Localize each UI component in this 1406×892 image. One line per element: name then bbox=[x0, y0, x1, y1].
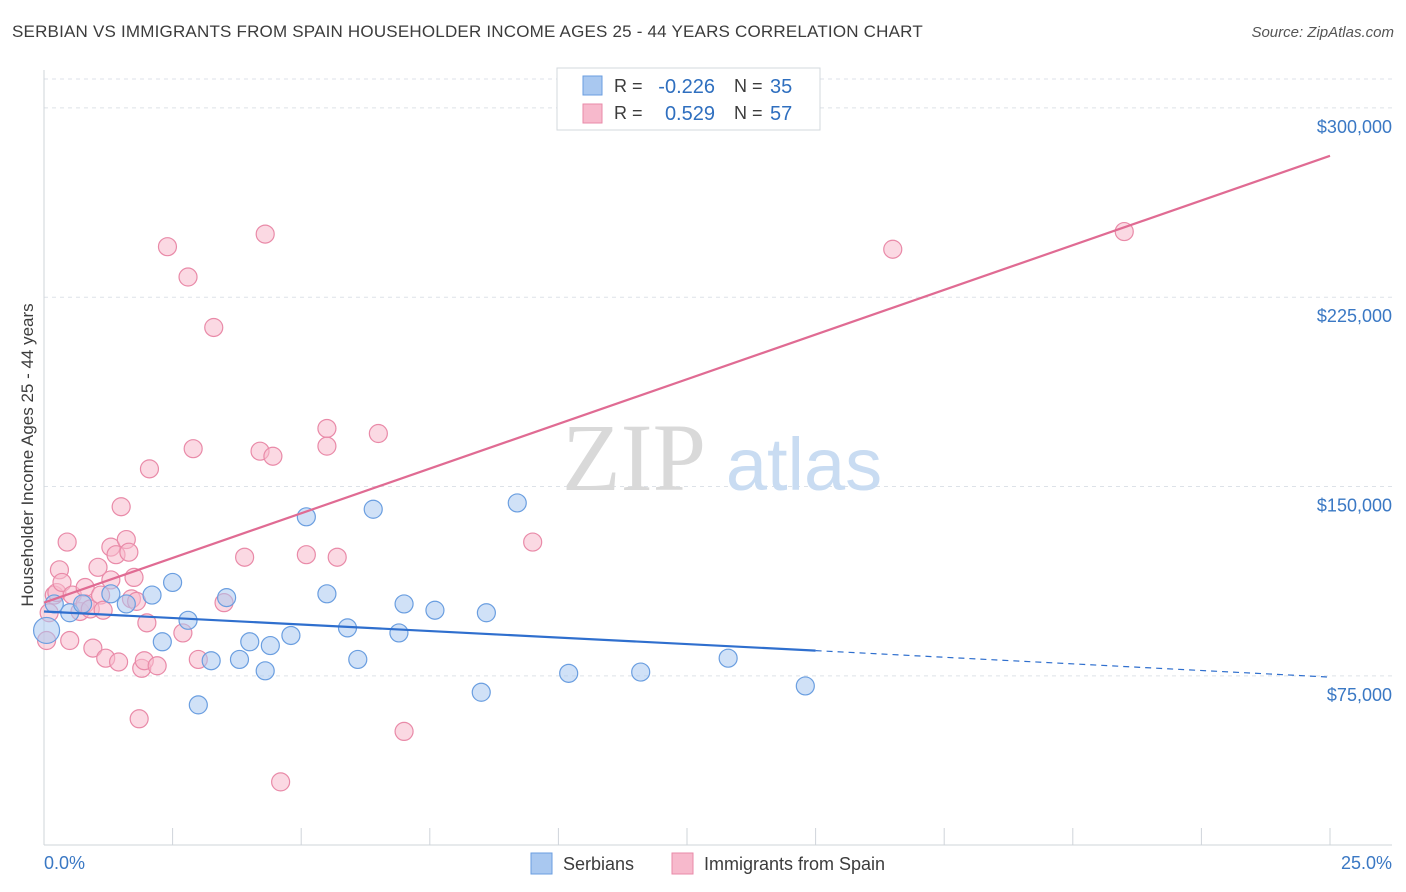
correlation-legend: R = -0.226 N = 35 R = 0.529 N = 57 bbox=[556, 67, 821, 131]
serbians-point bbox=[795, 676, 815, 696]
serbians-point bbox=[631, 662, 651, 682]
y-tick-labels: $75,000 $150,000 $225,000 $300,000 bbox=[1317, 117, 1392, 705]
y-tick-label: $300,000 bbox=[1317, 117, 1392, 137]
x-tick-label-max: 25.0% bbox=[1341, 853, 1392, 873]
immigrants-from-spain-point bbox=[883, 239, 903, 259]
serbians-point bbox=[389, 623, 409, 643]
immigrants-from-spain-point bbox=[157, 237, 178, 257]
serbians-point bbox=[476, 603, 496, 623]
serbians-point bbox=[217, 588, 237, 608]
immigrants-from-spain-point bbox=[119, 542, 139, 562]
serbians-point bbox=[394, 594, 414, 614]
immigrants-from-spain-point bbox=[523, 532, 543, 552]
serbians-point bbox=[317, 584, 337, 604]
immigrants-from-spain-point bbox=[57, 532, 77, 552]
immigrants-from-spain-point bbox=[296, 545, 316, 565]
immigrants-from-spain-point bbox=[137, 613, 157, 633]
serbians-point bbox=[152, 632, 172, 652]
legend-n-label-immigrants-from-spain: N = bbox=[734, 103, 763, 123]
serbians-point bbox=[718, 648, 738, 668]
immigrants-from-spain-point bbox=[271, 772, 291, 792]
serbians-point bbox=[101, 584, 121, 604]
serbians-point bbox=[229, 649, 250, 670]
immigrants-from-spain-point bbox=[368, 423, 388, 444]
legend-swatch-serbians bbox=[582, 75, 603, 96]
x-tick-marks bbox=[43, 828, 1331, 845]
trend-lines bbox=[43, 154, 1331, 678]
immigrants-from-spain-point bbox=[178, 267, 198, 287]
legend-swatch-immigrants-from-spain bbox=[582, 103, 603, 124]
serbians-point bbox=[260, 635, 280, 656]
serbians-point bbox=[281, 625, 301, 646]
serbians-point bbox=[425, 600, 445, 620]
serbians-trend-line bbox=[43, 610, 816, 652]
serbians-point bbox=[178, 610, 198, 630]
y-tick-label: $150,000 bbox=[1317, 496, 1392, 516]
serbians-point bbox=[559, 663, 579, 683]
immigrants-from-spain-point bbox=[139, 459, 160, 479]
immigrants-from-spain-point bbox=[327, 547, 347, 567]
chart-source: Source: ZipAtlas.com bbox=[1251, 24, 1394, 41]
immigrants-from-spain-point bbox=[52, 572, 72, 593]
y-tick-label: $225,000 bbox=[1317, 306, 1392, 326]
serbians-point bbox=[188, 695, 208, 715]
serbians-point bbox=[201, 651, 221, 671]
serbians-point bbox=[507, 493, 527, 513]
serbians-point bbox=[363, 499, 383, 519]
immigrants-from-spain-point bbox=[263, 446, 283, 466]
legend-n-value-immigrants-from-spain: 57 bbox=[770, 103, 792, 125]
y-axis-label: Householder Income Ages 25 - 44 years bbox=[18, 303, 37, 606]
serbians-point bbox=[255, 661, 275, 681]
immigrants-from-spain-point bbox=[317, 436, 337, 456]
watermark-atlas: atlas bbox=[726, 423, 882, 506]
immigrants-from-spain-point bbox=[108, 652, 129, 672]
serbians-point bbox=[163, 572, 183, 593]
immigrants-from-spain-point bbox=[394, 721, 414, 742]
immigrants-from-spain-point bbox=[83, 638, 103, 658]
serbians-point bbox=[240, 632, 260, 652]
bottom-legend-swatch-serbians bbox=[530, 852, 553, 875]
legend-r-label-immigrants-from-spain: R = bbox=[614, 103, 643, 123]
immigrants-from-spain-point bbox=[88, 557, 108, 577]
immigrants-from-spain-point bbox=[147, 656, 167, 676]
immigrants-from-spain-point bbox=[129, 709, 149, 729]
y-tick-label: $75,000 bbox=[1327, 685, 1392, 705]
legend-n-label-serbians: N = bbox=[734, 76, 763, 96]
bottom-legend-label-serbians: Serbians bbox=[563, 854, 634, 874]
immigrants-from-spain-point bbox=[317, 418, 337, 439]
serbians-point bbox=[471, 682, 491, 702]
chart-title: SERBIAN VS IMMIGRANTS FROM SPAIN HOUSEHO… bbox=[12, 22, 923, 41]
serbians-point bbox=[142, 585, 162, 605]
immigrants-from-spain-point bbox=[235, 547, 255, 567]
watermark-zip: ZIP bbox=[562, 404, 706, 511]
immigrants-from-spain-point bbox=[111, 497, 131, 517]
immigrants-from-spain-point bbox=[255, 224, 275, 244]
immigrants-from-spain-point bbox=[93, 600, 113, 620]
serbians-point bbox=[72, 594, 93, 614]
series-serbians-points bbox=[32, 493, 815, 715]
serbians-trend-extension bbox=[815, 650, 1331, 678]
series-legend: Serbians Immigrants from Spain bbox=[530, 852, 885, 875]
immigrants-from-spain-trend-line bbox=[43, 154, 1331, 604]
serbians-point bbox=[348, 649, 368, 670]
x-tick-label-min: 0.0% bbox=[44, 853, 85, 873]
immigrants-from-spain-point bbox=[60, 630, 80, 651]
bottom-legend-label-immigrants-from-spain: Immigrants from Spain bbox=[704, 854, 885, 874]
immigrants-from-spain-point bbox=[204, 317, 224, 338]
legend-n-value-serbians: 35 bbox=[770, 76, 792, 98]
bottom-legend-swatch-immigrants-from-spain bbox=[671, 852, 694, 875]
serbians-point bbox=[116, 594, 136, 614]
grid-layer bbox=[44, 78, 1392, 677]
legend-r-value-serbians: -0.226 bbox=[658, 76, 715, 98]
immigrants-from-spain-point bbox=[183, 439, 203, 459]
legend-r-value-immigrants-from-spain: 0.529 bbox=[665, 103, 715, 125]
serbians-point bbox=[32, 616, 61, 645]
legend-r-label-serbians: R = bbox=[614, 76, 643, 96]
